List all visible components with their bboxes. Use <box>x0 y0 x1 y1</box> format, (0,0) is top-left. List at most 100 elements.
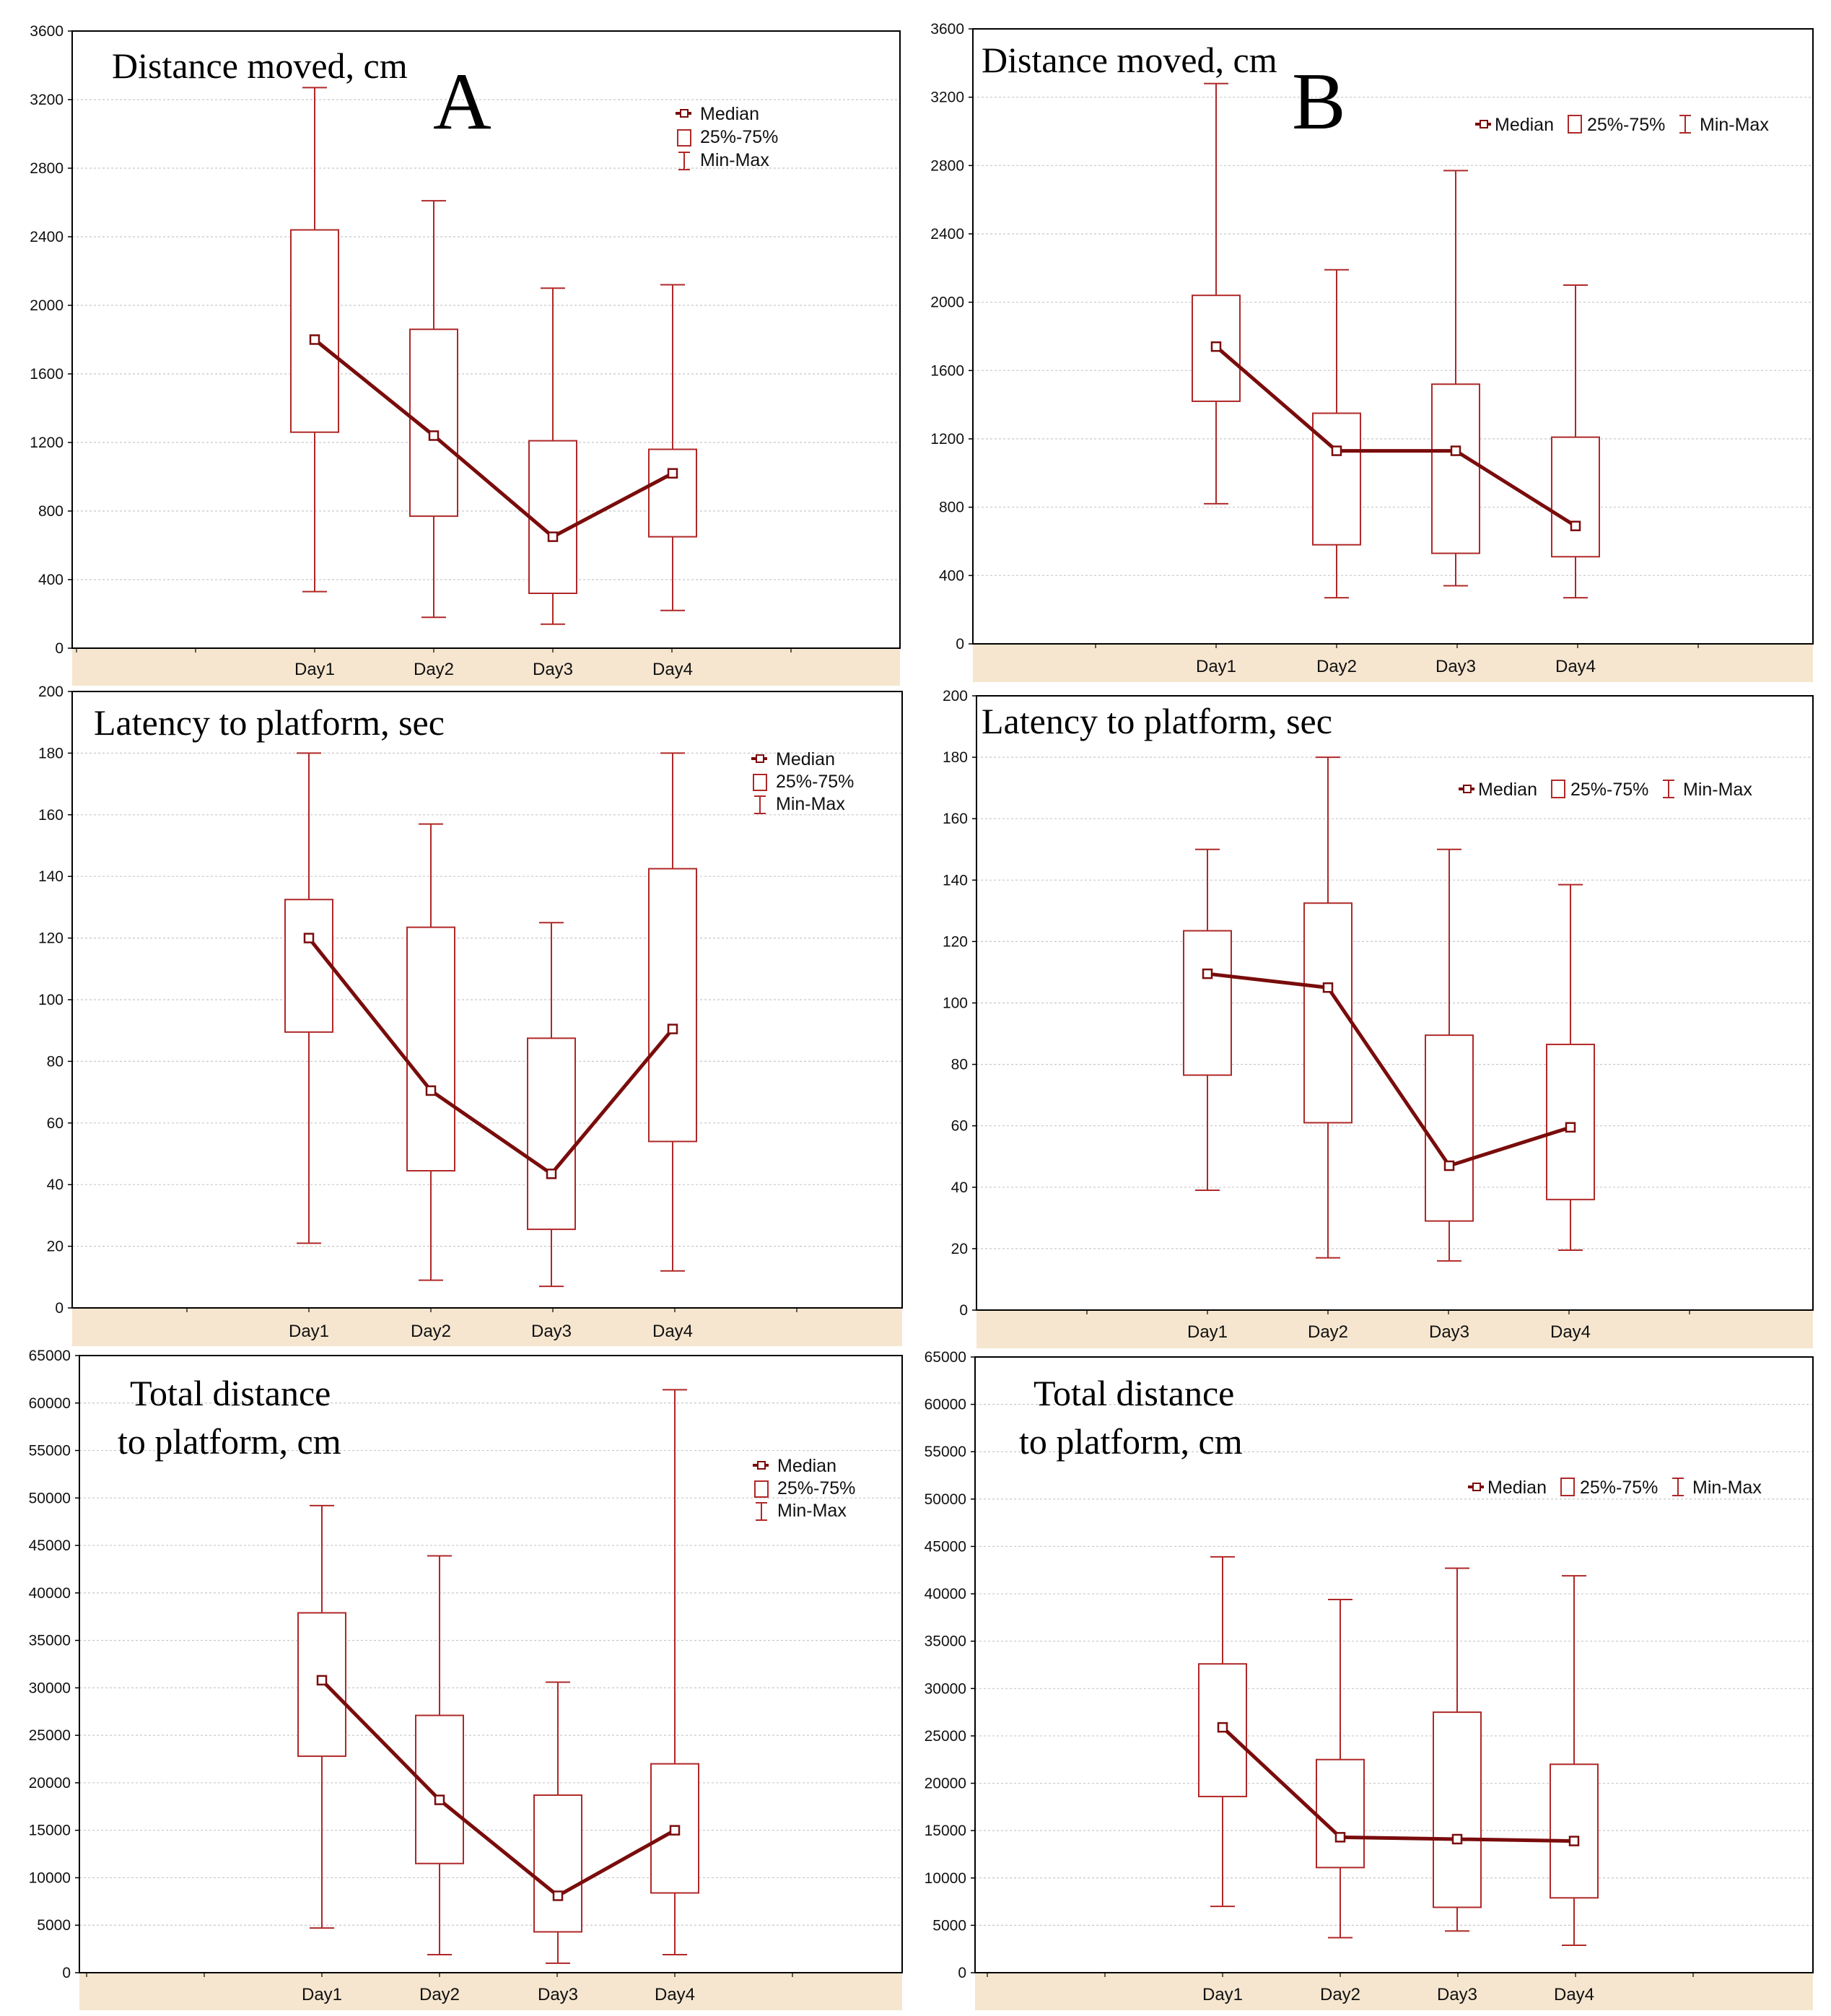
median-marker <box>667 468 678 479</box>
box-Day3 <box>527 922 576 1288</box>
median-marker <box>1565 1122 1576 1133</box>
iqr-box <box>284 899 333 1033</box>
x-category-label: Day4 <box>1555 657 1596 676</box>
median-marker <box>1568 1836 1580 1846</box>
y-tick-label: 40 <box>47 1177 64 1193</box>
median-line <box>1207 972 1571 1168</box>
chart-panel-A3: 0 5000 10000 15000 20000 25000 30000 35000 40000… <box>29 1348 903 2010</box>
legend-box-marker <box>1551 780 1565 798</box>
y-tick-label: 3600 <box>930 21 964 38</box>
y-tick-label: 45000 <box>29 1537 71 1554</box>
x-category-label: Day3 <box>531 1322 572 1341</box>
y-tick-label: 60000 <box>925 1397 966 1413</box>
box-Day1 <box>284 752 333 1244</box>
box-Day2 <box>1316 1598 1365 1939</box>
iqr-box <box>1183 930 1232 1076</box>
x-category-label: Day2 <box>1320 1985 1360 2004</box>
y-tick-label: 200 <box>943 688 968 704</box>
iqr-box <box>406 926 455 1171</box>
box-Day4 <box>1546 883 1595 1252</box>
y-tick-label: 20000 <box>29 1775 71 1792</box>
x-category-label: Day3 <box>533 660 573 679</box>
panel-title-line2: to platform, cm <box>1019 1421 1243 1462</box>
y-tick-label: 0 <box>55 640 64 657</box>
y-tick-label: 0 <box>62 1965 71 1981</box>
legend-median-marker <box>757 1461 766 1470</box>
box-Day1 <box>1192 82 1241 505</box>
y-tick-label: 55000 <box>925 1444 966 1460</box>
panel-title: Total distance <box>1034 1373 1234 1413</box>
legend-median-label: Median <box>1495 115 1554 135</box>
legend-median-label: Median <box>777 1456 836 1476</box>
y-tick-label: 10000 <box>925 1870 966 1887</box>
y-tick-label: 2000 <box>30 297 64 314</box>
box-Day4 <box>650 1389 699 1956</box>
panel-title: Latency to platform, sec <box>982 701 1332 741</box>
box-Day3 <box>1425 848 1474 1262</box>
y-tick-label: 50000 <box>29 1490 71 1506</box>
box-Day1 <box>297 1504 346 1929</box>
iqr-box <box>1316 1758 1365 1869</box>
plot-frame <box>79 1355 903 1973</box>
iqr-box <box>527 1037 576 1231</box>
y-tick-label: 160 <box>943 811 968 827</box>
y-tick-label: 800 <box>38 503 64 520</box>
y-tick-label: 180 <box>943 749 968 766</box>
y-tick-label: 30000 <box>29 1680 71 1696</box>
median-marker <box>1322 982 1334 993</box>
median-line <box>1221 1726 1575 1843</box>
legend-box-marker <box>1568 115 1582 134</box>
legend-box-label: 25%-75% <box>700 127 778 147</box>
iqr-box <box>648 448 697 538</box>
y-tick-label: 20000 <box>925 1776 966 1792</box>
y-tick-label: 120 <box>943 933 968 950</box>
legend-median-label: Median <box>1487 1478 1547 1498</box>
plot-frame <box>71 691 903 1309</box>
y-tick-label: 40000 <box>925 1586 966 1602</box>
y-tick-label: 15000 <box>925 1823 966 1839</box>
panel-title: Distance moved, cm <box>982 40 1277 80</box>
iqr-box <box>1431 383 1480 554</box>
iqr-box <box>1551 436 1600 558</box>
chart-panel-A1: 0 400 800 1200 1600 2000 2400 2800 3200 3600 Day1 D… <box>30 23 901 686</box>
median-marker <box>1443 1160 1455 1171</box>
y-tick-label: 40 <box>951 1179 968 1196</box>
median-line <box>320 1679 676 1898</box>
iqr-box <box>1425 1034 1474 1222</box>
x-axis-strip <box>976 1310 1813 1348</box>
iqr-box <box>1550 1763 1599 1899</box>
y-tick-label: 1200 <box>30 435 64 451</box>
legend-box-label: 25%-75% <box>776 772 854 792</box>
y-tick-label: 45000 <box>925 1538 966 1555</box>
median-line <box>307 937 674 1176</box>
y-tick-label: 3200 <box>30 92 64 108</box>
x-category-label: Day1 <box>294 660 335 679</box>
legend-box-label: 25%-75% <box>1580 1478 1658 1498</box>
box-Day4 <box>648 752 697 1272</box>
iqr-box <box>1312 412 1361 546</box>
median-marker <box>1334 1832 1346 1843</box>
median-marker <box>428 430 440 441</box>
panel-title: Distance moved, cm <box>112 45 408 86</box>
iqr-box <box>533 1794 582 1933</box>
iqr-box <box>648 868 697 1143</box>
legend-box-label: 25%-75% <box>777 1478 855 1498</box>
legend-whisker-label: Min-Max <box>776 794 845 814</box>
median-marker <box>434 1794 445 1805</box>
y-tick-label: 100 <box>943 995 968 1012</box>
y-tick-label: 1600 <box>30 366 64 383</box>
y-tick-label: 3600 <box>30 23 64 40</box>
y-tick-label: 65000 <box>29 1348 71 1364</box>
legend-box-marker <box>677 129 691 147</box>
box-Day4 <box>1550 1575 1599 1946</box>
y-tick-label: 40000 <box>29 1585 71 1602</box>
legend-whisker-label: Min-Max <box>700 150 769 170</box>
x-category-label: Day2 <box>414 660 454 679</box>
x-category-label: Day3 <box>538 1985 578 2004</box>
y-tick-label: 60000 <box>29 1395 71 1412</box>
y-tick-label: 80 <box>47 1053 64 1070</box>
x-category-label: Day2 <box>1308 1322 1348 1342</box>
